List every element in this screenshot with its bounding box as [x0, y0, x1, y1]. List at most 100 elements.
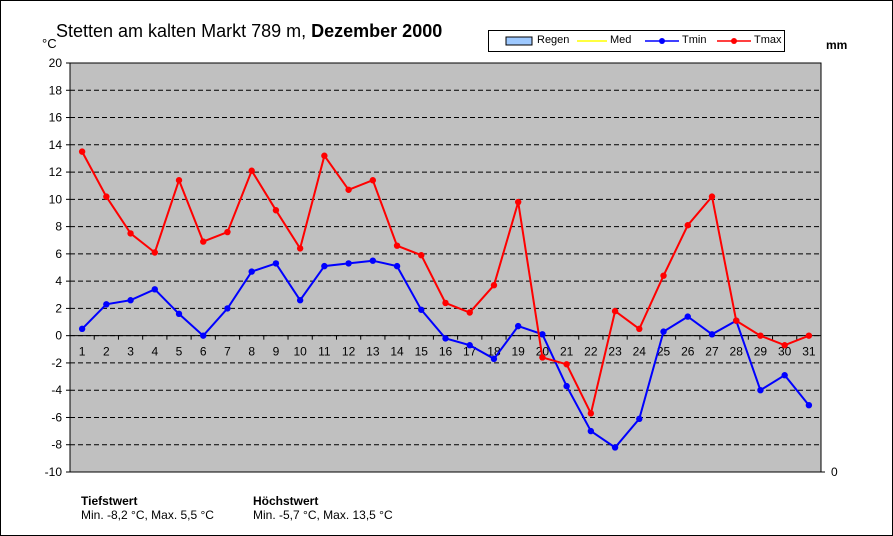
x-tick-label: 7 — [224, 345, 231, 359]
series-point-tmax — [272, 207, 280, 214]
chart-title: Stetten am kalten Markt 789 m, Dezember … — [56, 21, 442, 42]
series-point-tmin — [684, 313, 691, 320]
series-point-tmin — [248, 268, 255, 275]
y-tick-label: -8 — [51, 438, 62, 452]
x-tick-label: 8 — [248, 345, 255, 359]
series-point-tmax — [369, 177, 377, 184]
series-point-tmin — [224, 305, 231, 312]
x-tick-label: 11 — [318, 345, 331, 359]
y-tick-label: 20 — [49, 56, 63, 70]
title-month: Dezember 2000 — [311, 21, 443, 41]
x-tick-label: 14 — [390, 345, 404, 359]
series-point-tmin — [660, 328, 667, 335]
series-point-tmin — [466, 342, 473, 349]
series-point-tmin — [272, 260, 280, 267]
series-point-tmax — [611, 307, 619, 315]
x-tick-label: 4 — [151, 345, 158, 359]
y-tick-label: 0 — [55, 329, 62, 343]
series-point-tmax — [757, 332, 764, 339]
legend: Regen Med Tmin Tmax — [488, 30, 785, 52]
series-point-tmin — [587, 427, 595, 435]
y-tick-label: 8 — [55, 220, 62, 234]
y-tick-label: 16 — [49, 111, 63, 125]
series-point-tmin — [78, 325, 86, 333]
series-point-tmin — [345, 260, 352, 267]
legend-label-regen: Regen — [537, 34, 570, 46]
y-tick-label: -6 — [51, 410, 62, 424]
legend-label-tmin: Tmin — [682, 34, 707, 46]
series-point-tmax — [345, 186, 352, 193]
x-tick-label: 15 — [415, 345, 429, 359]
series-point-tmax — [418, 252, 425, 259]
series-point-tmin — [296, 297, 304, 304]
x-tick-label: 24 — [633, 345, 647, 359]
x-tick-label: 31 — [802, 345, 816, 359]
series-point-tmin — [611, 444, 619, 451]
x-tick-label: 29 — [754, 345, 768, 359]
footer-max-heading: Höchstwert — [253, 494, 319, 508]
series-point-tmax — [224, 228, 231, 236]
footer-max-text: Min. -5,7 °C, Max. 13,5 °C — [253, 508, 393, 522]
footer-min-text: Min. -8,2 °C, Max. 5,5 °C — [81, 508, 214, 522]
y-tick-label: 18 — [49, 83, 63, 97]
y2-tick-label: 0 — [831, 465, 838, 479]
x-tick-label: 19 — [511, 345, 525, 359]
series-point-tmin — [321, 262, 328, 270]
series-point-tmin — [442, 335, 449, 342]
series-point-tmax — [127, 230, 134, 237]
series-point-tmin — [103, 301, 110, 308]
x-tick-label: 21 — [560, 345, 574, 359]
series-point-tmin — [418, 306, 425, 313]
series-point-tmax — [587, 410, 595, 417]
series-point-tmax — [393, 242, 401, 249]
series-point-tmin — [708, 331, 716, 338]
x-tick-label: 12 — [342, 345, 356, 359]
x-tick-label: 28 — [730, 345, 744, 359]
x-tick-label: 26 — [681, 345, 695, 359]
x-tick-label: 9 — [273, 345, 280, 359]
series-point-tmin — [781, 372, 788, 379]
y-tick-label: 6 — [55, 247, 62, 261]
series-point-tmax — [296, 245, 304, 252]
series-point-tmax — [248, 167, 255, 174]
y-tick-label: 12 — [49, 165, 63, 179]
series-point-tmax — [103, 193, 110, 200]
series-point-tmax — [708, 193, 716, 200]
series-point-tmin — [127, 297, 134, 304]
x-tick-label: 23 — [608, 345, 622, 359]
series-point-tmin — [514, 322, 522, 330]
x-tick-label: 3 — [127, 345, 134, 359]
x-tick-label: 25 — [657, 345, 671, 359]
x-tick-label: 6 — [200, 345, 207, 359]
series-point-tmin — [200, 332, 207, 339]
y-tick-label: -4 — [51, 383, 62, 397]
series-point-tmax — [733, 317, 740, 324]
y-tick-label: -10 — [45, 465, 63, 479]
series-point-tmax — [321, 152, 328, 159]
title-prefix: Stetten am kalten Markt 789 m, — [56, 21, 307, 41]
legend-label-med: Med — [610, 34, 632, 46]
series-point-tmax — [684, 222, 691, 229]
series-point-tmax — [200, 238, 207, 245]
series-point-tmax — [563, 361, 570, 368]
series-point-tmax — [539, 354, 546, 361]
series-point-tmin — [175, 310, 183, 318]
x-tick-label: 2 — [103, 345, 110, 359]
series-point-tmax — [466, 309, 473, 316]
series-point-tmax — [781, 342, 788, 349]
series-point-tmax — [660, 272, 667, 279]
x-tick-label: 27 — [705, 345, 719, 359]
footer-min: Tiefstwert Min. -8,2 °C, Max. 5,5 °C — [81, 494, 214, 522]
footer-max: Höchstwert Min. -5,7 °C, Max. 13,5 °C — [253, 494, 393, 522]
y-tick-label: 4 — [55, 274, 62, 288]
x-tick-label: 10 — [293, 345, 307, 359]
series-point-tmax — [490, 282, 498, 289]
series-point-tmin — [636, 415, 643, 423]
y-tick-label: -2 — [51, 356, 62, 370]
y-tick-label: 14 — [49, 138, 63, 152]
series-point-tmax — [175, 177, 183, 184]
x-tick-label: 5 — [176, 345, 183, 359]
series-point-tmin — [805, 401, 813, 409]
y-tick-label: 10 — [49, 192, 63, 206]
